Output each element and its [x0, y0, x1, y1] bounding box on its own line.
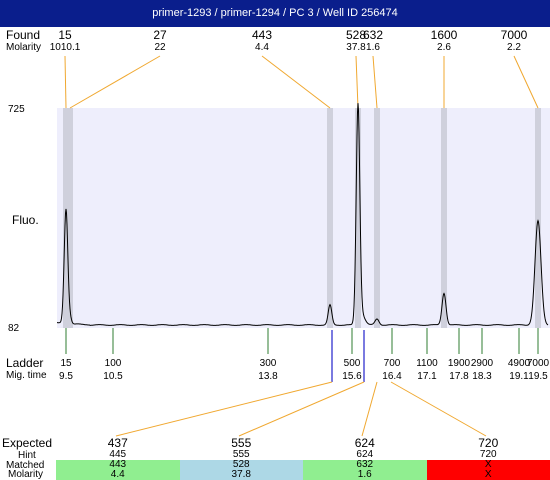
hint-label: Hint	[18, 450, 36, 461]
ladder-mig-time: 19.1	[509, 371, 529, 382]
peak-leader-line	[261, 55, 331, 109]
window-title: primer-1293 / primer-1294 / PC 3 / Well …	[0, 0, 550, 27]
found-peak-size: 7000	[500, 28, 528, 42]
peak-leader-line	[69, 55, 161, 109]
peak-band	[441, 108, 447, 328]
fluorescence-trace	[57, 103, 549, 326]
ladder-size: 300	[259, 358, 277, 369]
ladder-mig-time: 18.3	[472, 371, 492, 382]
expected-leader-line	[115, 381, 333, 437]
plot-area	[57, 108, 550, 328]
peak-leader-line	[372, 55, 378, 109]
ladder-size: 4900	[507, 358, 531, 369]
expected-leader-line	[390, 381, 487, 437]
found-peak-molarity: 4.4	[255, 42, 269, 53]
matched-cell: 632 1.6	[303, 460, 427, 480]
mig-time-label: Mig. time	[6, 370, 47, 381]
ladder-mig-time: 13.8	[258, 371, 278, 382]
matched-size: 632	[356, 459, 374, 470]
expected-label: Expected	[2, 436, 53, 450]
ladder-mig-time: 17.1	[417, 371, 437, 382]
ladder-size: 500	[343, 358, 361, 369]
found-peak-size: 528	[345, 28, 367, 42]
found-peak-size: 27	[153, 28, 167, 42]
hint-size: 624	[356, 449, 374, 460]
found-peak-size: 15	[58, 28, 72, 42]
ladder-size: 7000	[526, 358, 550, 369]
expected-size: 720	[478, 436, 499, 450]
hint-size: 445	[109, 449, 127, 460]
peak-band	[63, 108, 69, 328]
matched-size: 528	[232, 459, 250, 470]
found-peak-molarity: 2.6	[437, 42, 451, 53]
matched-size: 443	[109, 459, 127, 470]
ladder-size: 1900	[447, 358, 471, 369]
ladder-mig-time: 16.4	[382, 371, 402, 382]
matched-cell: 443 4.4	[56, 460, 180, 480]
ladder-mig-time: 17.8	[449, 371, 469, 382]
found-peak-size: 632	[362, 28, 384, 42]
ladder-size: 2900	[470, 358, 494, 369]
ladder-size: 700	[383, 358, 401, 369]
y-axis-max: 725	[8, 104, 25, 115]
ladder-size: 100	[104, 358, 122, 369]
hint-size: 555	[232, 449, 250, 460]
peak-band	[327, 108, 333, 328]
ladder-mig-time: 19.5	[528, 371, 548, 382]
peak-leader-line	[64, 55, 67, 109]
peak-band	[374, 108, 380, 328]
expected-size: 624	[354, 436, 375, 450]
ladder-mig-time: 10.5	[103, 371, 123, 382]
hint-size: 720	[479, 449, 497, 460]
found-peak-molarity: 1010.1	[49, 42, 81, 53]
peak-leader-line	[355, 55, 359, 109]
ladder-size: 1100	[416, 358, 438, 369]
expected-size: 437	[107, 436, 128, 450]
molarity-bottom-label: Molarity	[8, 469, 44, 480]
peak-band	[67, 108, 73, 328]
matched-molarity: 4.4	[110, 469, 125, 480]
peak-band	[535, 108, 541, 328]
matched-size: X	[484, 459, 492, 470]
peak-band	[355, 108, 361, 328]
molarity-label: Molarity	[6, 42, 42, 53]
expected-size: 555	[231, 436, 252, 450]
matched-cell: 528 37.8	[179, 459, 303, 480]
fluo-label: Fluo.	[12, 213, 39, 227]
expected-leader-line	[361, 381, 378, 437]
found-peak-size: 443	[251, 28, 273, 42]
ladder-mig-time: 9.5	[59, 371, 73, 382]
matched-molarity: 37.8	[231, 469, 251, 480]
found-peak-molarity: 22	[154, 42, 166, 53]
found-peak-molarity: 1.6	[366, 42, 380, 53]
found-peak-molarity: 2.2	[507, 42, 521, 53]
peak-leader-line	[513, 55, 539, 109]
ladder-mig-time: 15.6	[342, 371, 362, 382]
y-axis-min: 82	[8, 323, 20, 334]
matched-molarity: X	[484, 469, 492, 480]
found-label: Found	[6, 28, 41, 42]
expected-leader-line	[238, 381, 365, 437]
matched-molarity: 1.6	[357, 469, 372, 480]
ladder-label: Ladder	[6, 356, 44, 370]
matched-label: Matched	[6, 460, 45, 471]
found-peak-molarity: 37.8	[346, 42, 366, 53]
found-peak-size: 1600	[430, 28, 458, 42]
ladder-size: 15	[60, 358, 72, 369]
